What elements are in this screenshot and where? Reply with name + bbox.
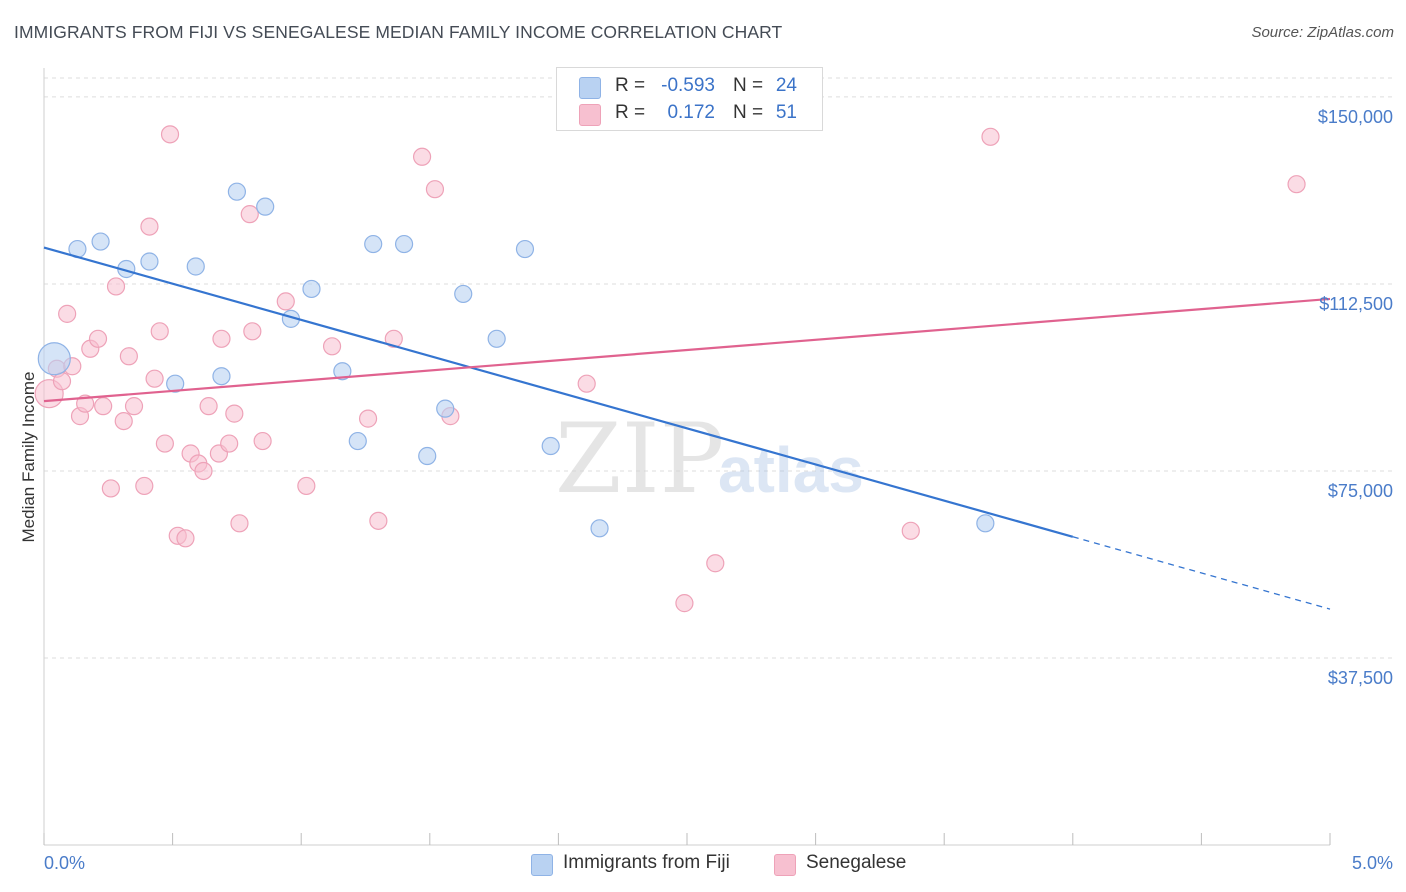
fiji-point bbox=[364, 234, 383, 254]
senegalese-point bbox=[106, 277, 126, 296]
r-value: -0.593 bbox=[661, 75, 715, 96]
axes bbox=[43, 68, 1331, 846]
fiji-point bbox=[348, 431, 367, 451]
senegalese-swatch bbox=[774, 854, 796, 876]
legend-label: Immigrants from Fiji bbox=[563, 852, 730, 873]
senegalese-trend-line bbox=[43, 297, 1331, 403]
senegalese-point bbox=[369, 511, 388, 530]
legend-label: Senegalese bbox=[806, 852, 907, 873]
senegalese-point bbox=[981, 127, 1000, 146]
senegalese-point bbox=[199, 397, 218, 416]
y-tick-label: $75,000 bbox=[1328, 481, 1393, 501]
senegalese-point bbox=[124, 397, 144, 416]
watermark: ZIP atlas bbox=[555, 403, 864, 515]
senegalese-point bbox=[358, 409, 378, 428]
senegalese-point bbox=[253, 431, 272, 451]
fiji-point bbox=[418, 446, 437, 466]
legend-row-fiji: R = -0.593 N = 24 bbox=[557, 74, 822, 100]
trend-lines bbox=[43, 246, 1331, 610]
fiji-point bbox=[515, 239, 535, 259]
senegalese-point bbox=[220, 434, 239, 453]
senegalese-point bbox=[135, 476, 154, 496]
fiji-point bbox=[186, 257, 205, 276]
fiji-point bbox=[302, 279, 321, 299]
senegalese-point bbox=[577, 374, 596, 393]
senegalese-point bbox=[194, 461, 213, 481]
senegalese-point bbox=[243, 322, 262, 341]
senegalese-point bbox=[155, 434, 174, 453]
fiji-point bbox=[37, 342, 71, 376]
fiji-point bbox=[541, 436, 560, 456]
senegalese-point bbox=[240, 205, 259, 224]
senegalese-point bbox=[297, 476, 316, 496]
senegalese-point bbox=[412, 147, 432, 166]
senegalese-point bbox=[384, 329, 403, 348]
legend-row-senegalese: R = 0.172 N = 51 bbox=[557, 101, 822, 127]
fiji-point bbox=[256, 197, 275, 216]
senegalese-point bbox=[76, 394, 95, 413]
fiji-swatch bbox=[531, 854, 553, 876]
fiji-point bbox=[227, 182, 246, 201]
senegalese-point bbox=[322, 337, 342, 356]
senegalese-point bbox=[88, 329, 108, 348]
fiji-trend-line bbox=[43, 246, 1074, 538]
series-senegalese-points bbox=[34, 110, 1306, 613]
series-fiji-points bbox=[37, 182, 995, 538]
fiji-point bbox=[91, 232, 110, 251]
senegalese-point bbox=[101, 479, 120, 498]
senegalese-point bbox=[230, 514, 249, 533]
chart-title: IMMIGRANTS FROM FIJI VS SENEGALESE MEDIA… bbox=[14, 22, 783, 42]
senegalese-point bbox=[150, 322, 169, 341]
fiji-point bbox=[590, 519, 609, 538]
y-tick-label: $112,500 bbox=[1319, 294, 1393, 314]
watermark-atlas: atlas bbox=[718, 434, 864, 506]
senegalese-point bbox=[225, 404, 244, 423]
n-label: N = bbox=[733, 75, 764, 96]
r-label: R = bbox=[615, 102, 646, 123]
senegalese-point bbox=[901, 521, 920, 540]
senegalese-point bbox=[145, 369, 164, 388]
fiji-point bbox=[976, 514, 995, 533]
watermark-zip: ZIP bbox=[555, 403, 724, 515]
senegalese-point bbox=[140, 217, 159, 236]
n-value: 51 bbox=[775, 102, 797, 123]
series-legend: Immigrants from Fiji Senegalese bbox=[0, 851, 1406, 879]
senegalese-point bbox=[706, 554, 725, 573]
fiji-trend-extension bbox=[1072, 536, 1331, 610]
y-axis-label: Median Family Income bbox=[19, 371, 38, 542]
source-label: Source: ZipAtlas.com bbox=[1251, 24, 1394, 41]
senegalese-point bbox=[119, 347, 138, 366]
senegalese-point bbox=[425, 180, 445, 199]
x-tick-label: 0.0% bbox=[44, 853, 85, 873]
senegalese-point bbox=[114, 411, 133, 431]
fiji-point bbox=[394, 234, 414, 254]
senegalese-point bbox=[58, 304, 77, 323]
senegalese-swatch bbox=[579, 104, 601, 126]
senegalese-point bbox=[160, 125, 180, 144]
r-label: R = bbox=[615, 75, 646, 96]
correlation-legend: R = -0.593 N = 24 R = 0.172 N = 51 bbox=[556, 67, 823, 131]
senegalese-point bbox=[212, 329, 231, 348]
fiji-swatch bbox=[579, 77, 601, 99]
fiji-point bbox=[454, 284, 473, 304]
x-tick-label: 5.0% bbox=[1352, 853, 1393, 873]
senegalese-point bbox=[675, 594, 694, 613]
senegalese-point bbox=[176, 529, 195, 548]
fiji-point bbox=[436, 399, 455, 418]
senegalese-point bbox=[276, 292, 295, 311]
senegalese-point bbox=[94, 397, 113, 416]
fiji-point bbox=[212, 367, 231, 386]
n-value: 24 bbox=[775, 75, 797, 96]
senegalese-point bbox=[1287, 175, 1306, 194]
fiji-point bbox=[333, 362, 352, 381]
y-tick-label: $150,000 bbox=[1318, 107, 1393, 127]
n-label: N = bbox=[733, 102, 764, 123]
y-tick-label: $37,500 bbox=[1328, 668, 1393, 688]
fiji-point bbox=[140, 252, 159, 271]
fiji-point bbox=[166, 374, 185, 393]
r-value: 0.172 bbox=[667, 102, 715, 123]
tick-labels: $37,500 $75,000 $112,500 $150,000 0.0% 5.0% bbox=[44, 107, 1393, 873]
fiji-point bbox=[487, 329, 506, 348]
